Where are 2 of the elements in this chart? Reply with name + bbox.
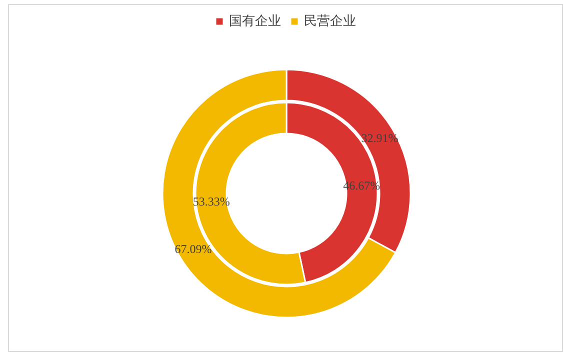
legend-label: 民营企业 (304, 13, 356, 30)
legend-label: 国有企业 (229, 13, 281, 30)
